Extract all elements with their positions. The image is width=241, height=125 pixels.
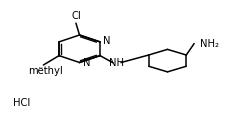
Text: Cl: Cl [71,11,81,21]
Text: methyl: methyl [28,66,63,76]
Text: NH₂: NH₂ [200,39,219,49]
Text: methyl: methyl [39,66,43,68]
Text: HCl: HCl [13,98,31,108]
Text: N: N [103,36,111,46]
Text: NH: NH [109,58,124,68]
Text: N: N [83,58,90,68]
